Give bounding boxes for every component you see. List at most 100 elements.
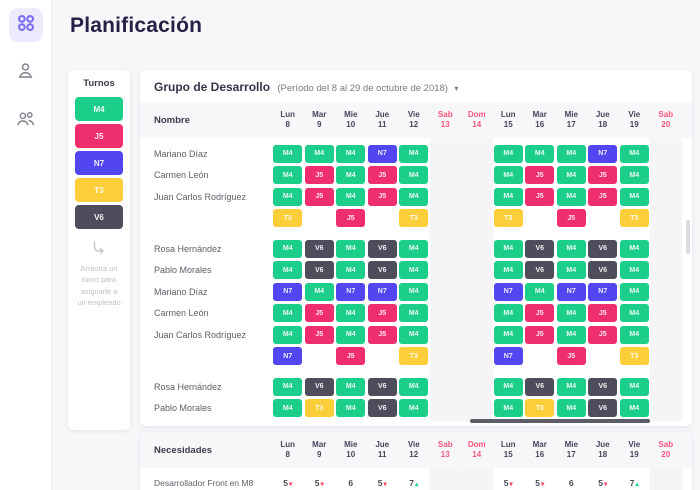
shift-cell-M4[interactable]: M4: [619, 239, 649, 258]
shift-cell-V6[interactable]: V6: [304, 261, 334, 280]
shift-cell-M4[interactable]: M4: [556, 261, 586, 280]
shift-cell-M4[interactable]: M4: [619, 261, 649, 280]
shift-cell-M4[interactable]: M4: [525, 282, 555, 301]
shift-badge-N7[interactable]: N7: [75, 151, 123, 175]
shift-cell-M4[interactable]: M4: [493, 144, 523, 163]
shift-cell-T3[interactable]: T3: [619, 209, 649, 228]
shift-cell-J5[interactable]: J5: [336, 347, 366, 366]
shift-cell-J5[interactable]: J5: [336, 209, 366, 228]
shift-cell-M4[interactable]: M4: [336, 166, 366, 185]
shift-cell-N7[interactable]: N7: [588, 282, 618, 301]
shift-cell-J5[interactable]: J5: [525, 304, 555, 323]
shift-cell-M4[interactable]: M4: [336, 144, 366, 163]
shift-cell-M4[interactable]: M4: [525, 144, 555, 163]
shift-cell-J5[interactable]: J5: [304, 166, 334, 185]
shift-cell-T3[interactable]: T3: [493, 209, 523, 228]
shift-cell-M4[interactable]: M4: [336, 304, 366, 323]
shift-cell-V6[interactable]: V6: [367, 399, 397, 418]
nav-employee-button[interactable]: [9, 56, 43, 90]
shift-cell-M4[interactable]: M4: [273, 304, 303, 323]
shift-badge-J5[interactable]: J5: [75, 124, 123, 148]
shift-cell-T3[interactable]: T3: [273, 209, 303, 228]
shift-cell-M4[interactable]: M4: [493, 399, 523, 418]
shift-cell-M4[interactable]: M4: [556, 377, 586, 396]
shift-cell-N7[interactable]: N7: [493, 347, 523, 366]
shift-cell-J5[interactable]: J5: [525, 187, 555, 206]
shift-cell-V6[interactable]: V6: [588, 377, 618, 396]
shift-cell-M4[interactable]: M4: [619, 144, 649, 163]
shift-cell-M4[interactable]: M4: [399, 377, 429, 396]
shift-cell-J5[interactable]: J5: [367, 166, 397, 185]
shift-cell-M4[interactable]: M4: [304, 282, 334, 301]
shift-cell-M4[interactable]: M4: [336, 239, 366, 258]
shift-cell-M4[interactable]: M4: [556, 399, 586, 418]
shift-cell-J5[interactable]: J5: [556, 347, 586, 366]
shift-cell-M4[interactable]: M4: [493, 325, 523, 344]
shift-cell-M4[interactable]: M4: [273, 261, 303, 280]
shift-cell-M4[interactable]: M4: [619, 166, 649, 185]
shift-cell-M4[interactable]: M4: [556, 239, 586, 258]
shift-cell-V6[interactable]: V6: [588, 399, 618, 418]
horizontal-scrollbar[interactable]: [470, 419, 650, 423]
shift-cell-J5[interactable]: J5: [588, 187, 618, 206]
shift-cell-T3[interactable]: T3: [399, 209, 429, 228]
shift-cell-J5[interactable]: J5: [304, 325, 334, 344]
shift-cell-M4[interactable]: M4: [556, 166, 586, 185]
shift-cell-M4[interactable]: M4: [619, 304, 649, 323]
shift-cell-M4[interactable]: M4: [493, 187, 523, 206]
shift-cell-V6[interactable]: V6: [367, 261, 397, 280]
shift-cell-M4[interactable]: M4: [399, 282, 429, 301]
shift-cell-J5[interactable]: J5: [525, 166, 555, 185]
shift-cell-T3[interactable]: T3: [619, 347, 649, 366]
shift-cell-N7[interactable]: N7: [556, 282, 586, 301]
shift-cell-M4[interactable]: M4: [336, 399, 366, 418]
shift-cell-M4[interactable]: M4: [493, 239, 523, 258]
shift-cell-J5[interactable]: J5: [367, 325, 397, 344]
shift-cell-M4[interactable]: M4: [399, 239, 429, 258]
shift-cell-M4[interactable]: M4: [399, 325, 429, 344]
shift-cell-M4[interactable]: M4: [304, 144, 334, 163]
shift-cell-M4[interactable]: M4: [273, 377, 303, 396]
shift-cell-V6[interactable]: V6: [367, 377, 397, 396]
shift-cell-M4[interactable]: M4: [273, 325, 303, 344]
shift-cell-M4[interactable]: M4: [619, 187, 649, 206]
shift-cell-T3[interactable]: T3: [304, 399, 334, 418]
shift-cell-M4[interactable]: M4: [556, 187, 586, 206]
shift-cell-V6[interactable]: V6: [367, 239, 397, 258]
shift-cell-T3[interactable]: T3: [399, 347, 429, 366]
shift-cell-M4[interactable]: M4: [619, 282, 649, 301]
shift-cell-J5[interactable]: J5: [304, 187, 334, 206]
shift-cell-M4[interactable]: M4: [336, 325, 366, 344]
shift-cell-V6[interactable]: V6: [525, 377, 555, 396]
shift-cell-M4[interactable]: M4: [556, 304, 586, 323]
shift-badge-T3[interactable]: T3: [75, 178, 123, 202]
chevron-down-icon[interactable]: ▾: [454, 84, 459, 93]
shift-cell-M4[interactable]: M4: [399, 399, 429, 418]
shift-cell-M4[interactable]: M4: [399, 187, 429, 206]
shift-cell-T3[interactable]: T3: [525, 399, 555, 418]
shift-cell-M4[interactable]: M4: [336, 377, 366, 396]
shift-cell-N7[interactable]: N7: [273, 347, 303, 366]
nav-planning-button[interactable]: [8, 8, 43, 42]
shift-cell-V6[interactable]: V6: [588, 261, 618, 280]
shift-cell-V6[interactable]: V6: [588, 239, 618, 258]
shift-cell-M4[interactable]: M4: [336, 187, 366, 206]
shift-cell-V6[interactable]: V6: [304, 239, 334, 258]
shift-cell-M4[interactable]: M4: [273, 144, 303, 163]
shift-cell-J5[interactable]: J5: [556, 209, 586, 228]
shift-cell-M4[interactable]: M4: [336, 261, 366, 280]
shift-cell-M4[interactable]: M4: [619, 399, 649, 418]
shift-cell-J5[interactable]: J5: [304, 304, 334, 323]
shift-cell-N7[interactable]: N7: [367, 144, 397, 163]
shift-cell-M4[interactable]: M4: [399, 166, 429, 185]
shift-cell-M4[interactable]: M4: [556, 325, 586, 344]
shift-cell-N7[interactable]: N7: [273, 282, 303, 301]
shift-cell-M4[interactable]: M4: [493, 304, 523, 323]
shift-cell-M4[interactable]: M4: [493, 377, 523, 396]
vertical-scrollbar[interactable]: [686, 220, 690, 254]
nav-groups-button[interactable]: [9, 104, 43, 138]
shift-cell-M4[interactable]: M4: [619, 377, 649, 396]
shift-badge-M4[interactable]: M4: [75, 97, 123, 121]
shift-cell-M4[interactable]: M4: [273, 187, 303, 206]
shift-cell-V6[interactable]: V6: [525, 261, 555, 280]
